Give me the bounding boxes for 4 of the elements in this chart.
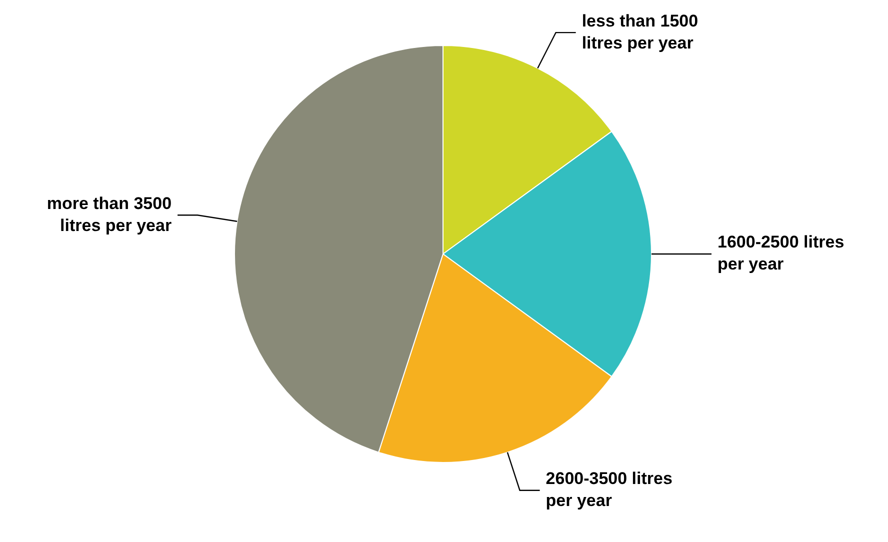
slice-label: less than 1500 litres per year [582, 11, 698, 52]
slice-label: 1600-2500 litres per year [718, 232, 844, 274]
slice-label: more than 3500 litres per year [46, 194, 172, 235]
slice-label: 2600-3500 litres per year [546, 469, 672, 510]
